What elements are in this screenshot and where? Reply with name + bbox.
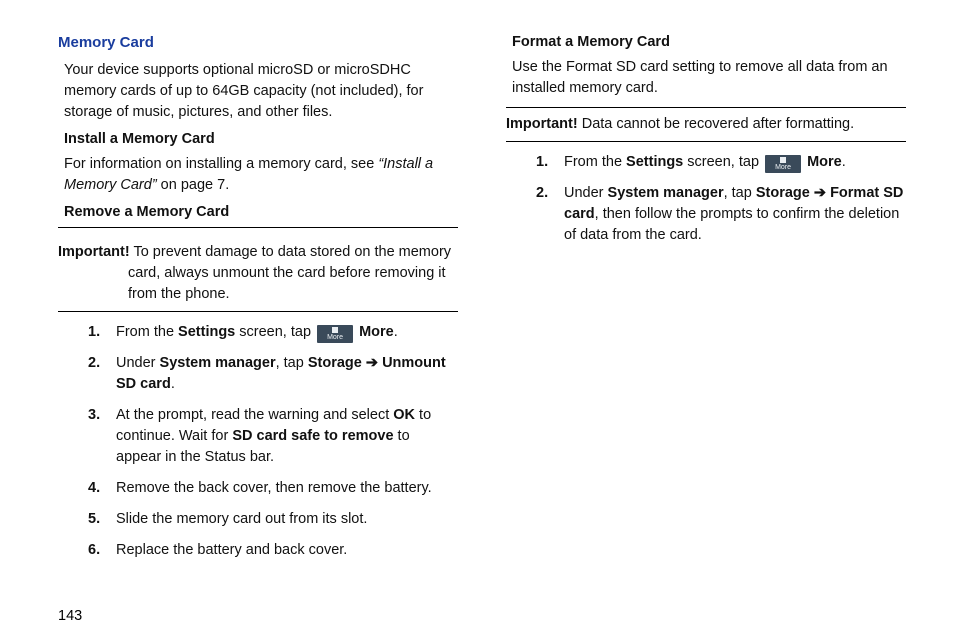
f2c: , tap xyxy=(724,185,756,201)
s3b: OK xyxy=(393,407,415,423)
s3a: At the prompt, read the warning and sele… xyxy=(116,407,393,423)
s2f: . xyxy=(171,376,175,392)
important-remove-text: Important! To prevent damage to data sto… xyxy=(58,242,458,305)
install-text: For information on installing a memory c… xyxy=(64,154,458,196)
f2d: Storage xyxy=(756,185,810,201)
f2b: System manager xyxy=(608,185,724,201)
s5: Slide the memory card out from its slot. xyxy=(116,511,367,527)
page-number: 143 xyxy=(58,608,82,624)
f1more: More xyxy=(807,154,842,170)
s6: Replace the battery and back cover. xyxy=(116,542,347,558)
right-column: Format a Memory Card Use the Format SD c… xyxy=(506,32,906,571)
f1d: . xyxy=(842,154,846,170)
format-steps: 1. From the Settings screen, tap More Mo… xyxy=(506,152,906,246)
more-icon: More xyxy=(765,155,801,173)
format-heading: Format a Memory Card xyxy=(512,32,906,53)
more-icon: More xyxy=(317,325,353,343)
important-format: Important! Data cannot be recovered afte… xyxy=(506,107,906,142)
f1b: Settings xyxy=(626,154,683,170)
left-column: Memory Card Your device supports optiona… xyxy=(58,32,458,571)
s1b: Settings xyxy=(178,324,235,340)
install-post: on page 7. xyxy=(157,177,230,193)
s1a: From the xyxy=(116,324,178,340)
important-body-r: Data cannot be recovered after formattin… xyxy=(578,116,854,132)
f1a: From the xyxy=(564,154,626,170)
step-4: 4.Remove the back cover, then remove the… xyxy=(88,478,458,499)
important-lead: Important! xyxy=(58,244,130,260)
remove-heading: Remove a Memory Card xyxy=(64,202,458,223)
fstep-2: 2. Under System manager, tap Storage ➔ F… xyxy=(536,183,906,246)
divider xyxy=(58,227,458,228)
intro-text: Your device supports optional microSD or… xyxy=(64,60,458,123)
important-remove: Important! To prevent damage to data sto… xyxy=(58,236,458,312)
s3d: SD card safe to remove xyxy=(232,428,393,444)
remove-steps: 1. From the Settings screen, tap More Mo… xyxy=(58,322,458,561)
s1d: . xyxy=(394,324,398,340)
step-6: 6.Replace the battery and back cover. xyxy=(88,540,458,561)
install-pre: For information on installing a memory c… xyxy=(64,156,378,172)
install-heading: Install a Memory Card xyxy=(64,129,458,150)
s1more: More xyxy=(359,324,394,340)
s2b: System manager xyxy=(160,355,276,371)
s2c: , tap xyxy=(276,355,308,371)
fstep-1: 1. From the Settings screen, tap More Mo… xyxy=(536,152,906,173)
s2arrow: ➔ xyxy=(362,355,382,371)
s1c: screen, tap xyxy=(235,324,315,340)
step-2: 2. Under System manager, tap Storage ➔ U… xyxy=(88,353,458,395)
step-5: 5.Slide the memory card out from its slo… xyxy=(88,509,458,530)
s2d: Storage xyxy=(308,355,362,371)
memory-card-heading: Memory Card xyxy=(58,32,458,54)
f2a: Under xyxy=(564,185,608,201)
f2arrow: ➔ xyxy=(810,185,830,201)
f1c: screen, tap xyxy=(683,154,763,170)
important-lead-r: Important! xyxy=(506,116,578,132)
step-3: 3. At the prompt, read the warning and s… xyxy=(88,405,458,468)
s2a: Under xyxy=(116,355,160,371)
important-body: To prevent damage to data stored on the … xyxy=(128,244,451,302)
s4: Remove the back cover, then remove the b… xyxy=(116,480,432,496)
format-text: Use the Format SD card setting to remove… xyxy=(512,57,906,99)
f2f: , then follow the prompts to confirm the… xyxy=(564,206,899,243)
step-1: 1. From the Settings screen, tap More Mo… xyxy=(88,322,458,343)
